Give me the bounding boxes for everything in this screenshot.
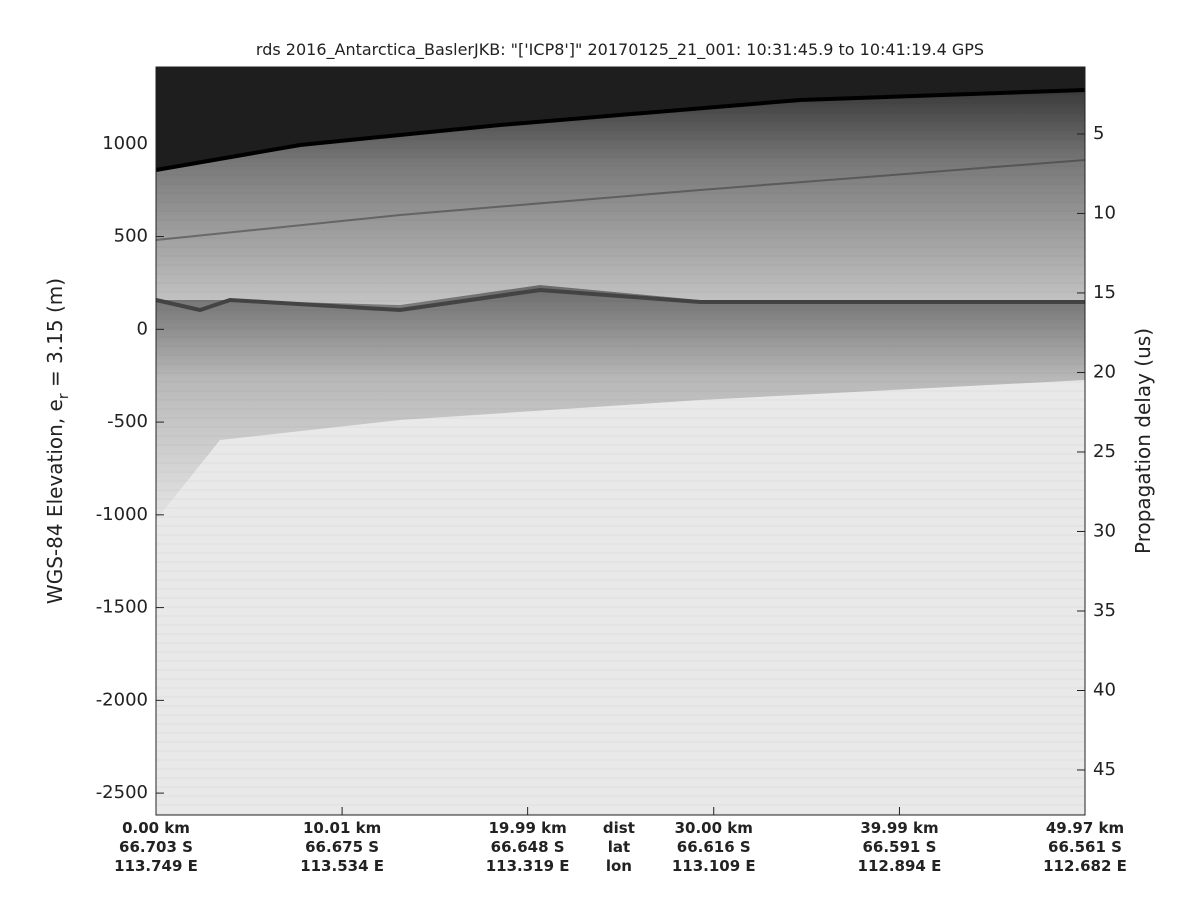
- x-tick-label: 10.01 km: [303, 819, 381, 837]
- x-tick-label: 0.00 km: [122, 819, 190, 837]
- x-tick-lon: 113.749 E: [114, 857, 198, 875]
- x-tick-lat: 66.616 S: [677, 838, 751, 856]
- y2-tick-label: 25: [1093, 441, 1116, 462]
- x-tick-lon: 113.534 E: [300, 857, 384, 875]
- y-tick-label: -2000: [96, 689, 148, 710]
- y2-tick-label: 40: [1093, 679, 1116, 700]
- y-tick-label: -1000: [96, 504, 148, 525]
- x-tick-label: 49.97 km: [1046, 819, 1124, 837]
- x-row-label: lat: [608, 838, 630, 856]
- y-axis-label-main: WGS-84 Elevation, e: [43, 399, 67, 604]
- y-tick-label: -500: [107, 411, 148, 432]
- y-tick-label: 0: [137, 318, 148, 339]
- x-tick-lon: 112.894 E: [858, 857, 942, 875]
- radargram-image: [155, 67, 1086, 815]
- y2-tick-label: 10: [1093, 202, 1116, 223]
- y-axis-label-sub: r: [56, 393, 72, 399]
- y-tick-label: -1500: [96, 597, 148, 618]
- y-axis-label: WGS-84 Elevation, er = 3.15 (m): [43, 278, 72, 604]
- x-tick-lat: 66.703 S: [119, 838, 193, 856]
- plot-frame: [155, 66, 1086, 816]
- x-tick-lon: 113.109 E: [672, 857, 756, 875]
- x-row-label: dist: [603, 819, 635, 837]
- y-axis-label-rest: = 3.15 (m): [43, 278, 67, 393]
- y2-tick-label: 5: [1093, 123, 1104, 144]
- x-tick-lat: 66.675 S: [305, 838, 379, 856]
- x-tick-label: 39.99 km: [860, 819, 938, 837]
- y2-tick-label: 30: [1093, 520, 1116, 541]
- y-tick-label: -2500: [96, 782, 148, 803]
- y2-tick-label: 45: [1093, 759, 1116, 780]
- x-tick-lon: 112.682 E: [1043, 857, 1127, 875]
- x-tick-label: 19.99 km: [488, 819, 566, 837]
- x-tick-lon: 113.319 E: [486, 857, 570, 875]
- x-tick-lat: 66.648 S: [491, 838, 565, 856]
- x-tick-lat: 66.561 S: [1048, 838, 1122, 856]
- y-tick-label: 500: [114, 226, 148, 247]
- y2-axis-label: Propagation delay (us): [1131, 328, 1155, 554]
- y2-tick-label: 20: [1093, 361, 1116, 382]
- chart-title: rds 2016_Antarctica_BaslerJKB: "['ICP8']…: [256, 40, 984, 60]
- x-row-label: lon: [606, 857, 632, 875]
- y2-tick-label: 35: [1093, 600, 1116, 621]
- y-tick-label: 1000: [102, 133, 148, 154]
- x-tick-lat: 66.591 S: [862, 838, 936, 856]
- y2-tick-label: 15: [1093, 282, 1116, 303]
- x-tick-label: 30.00 km: [675, 819, 753, 837]
